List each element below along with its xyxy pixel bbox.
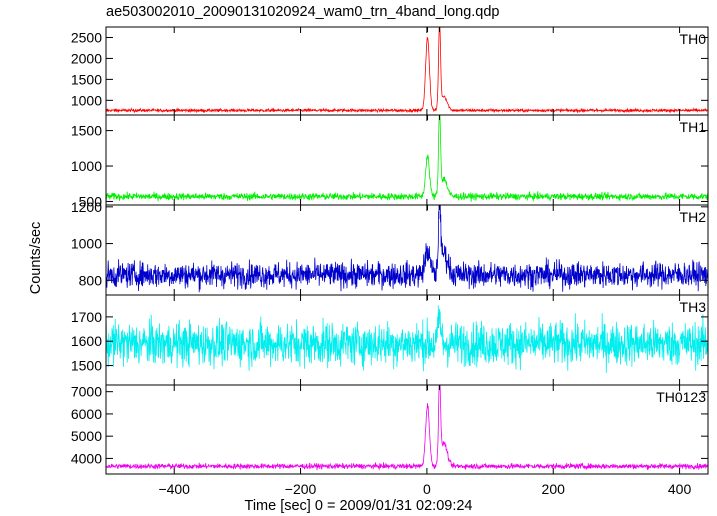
y-tick-label-th0: 1500	[71, 71, 102, 87]
y-tick-label-th1: 1500	[71, 123, 102, 139]
series-line-th0123	[106, 385, 708, 471]
panel-label-th0: TH0	[680, 31, 707, 47]
y-tick-label-th2: 1200	[71, 199, 102, 215]
y-tick-label-th0: 1000	[71, 92, 102, 108]
y-tick-label-th3: 1700	[71, 309, 102, 325]
panel-label-th0123: TH0123	[656, 389, 706, 405]
panel-label-th1: TH1	[680, 119, 707, 135]
y-tick-label-th3: 1600	[71, 333, 102, 349]
chart-title: ae503002010_20090131020924_wam0_trn_4ban…	[106, 4, 500, 20]
series-line-th2	[106, 205, 708, 293]
panel-label-th3: TH3	[680, 299, 707, 315]
y-tick-label-th0123: 6000	[71, 406, 102, 422]
y-tick-label-th0123: 4000	[71, 450, 102, 466]
y-axis-label: Counts/sec	[28, 221, 44, 295]
series-line-th1	[106, 115, 708, 202]
y-tick-label-th0123: 7000	[71, 384, 102, 400]
panel-frame-th0	[105, 26, 709, 116]
x-tick-label: 200	[542, 481, 566, 497]
series-line-th3	[106, 305, 708, 373]
y-tick-label-th0123: 5000	[71, 428, 102, 444]
y-tick-label-th0: 2500	[71, 29, 102, 45]
x-tick-label: 400	[668, 481, 692, 497]
x-tick-label: 0	[423, 481, 431, 497]
panel-frame-th0123	[105, 384, 709, 475]
y-tick-label-th1: 1000	[71, 158, 102, 174]
x-tick-label: −400	[158, 481, 190, 497]
x-tick-label: −200	[285, 481, 317, 497]
x-axis-label: Time [sec] 0 = 2009/01/31 02:09:24	[244, 498, 473, 514]
y-tick-label-th2: 1000	[71, 236, 102, 252]
y-tick-label-th0: 2000	[71, 50, 102, 66]
y-tick-label-th1: 500	[79, 193, 103, 209]
series-line-th0	[106, 27, 708, 114]
panel-frame-th1	[105, 114, 709, 206]
panel-label-th2: TH2	[680, 209, 707, 225]
y-tick-label-th3: 1500	[71, 358, 102, 374]
y-tick-label-th2: 800	[79, 272, 103, 288]
